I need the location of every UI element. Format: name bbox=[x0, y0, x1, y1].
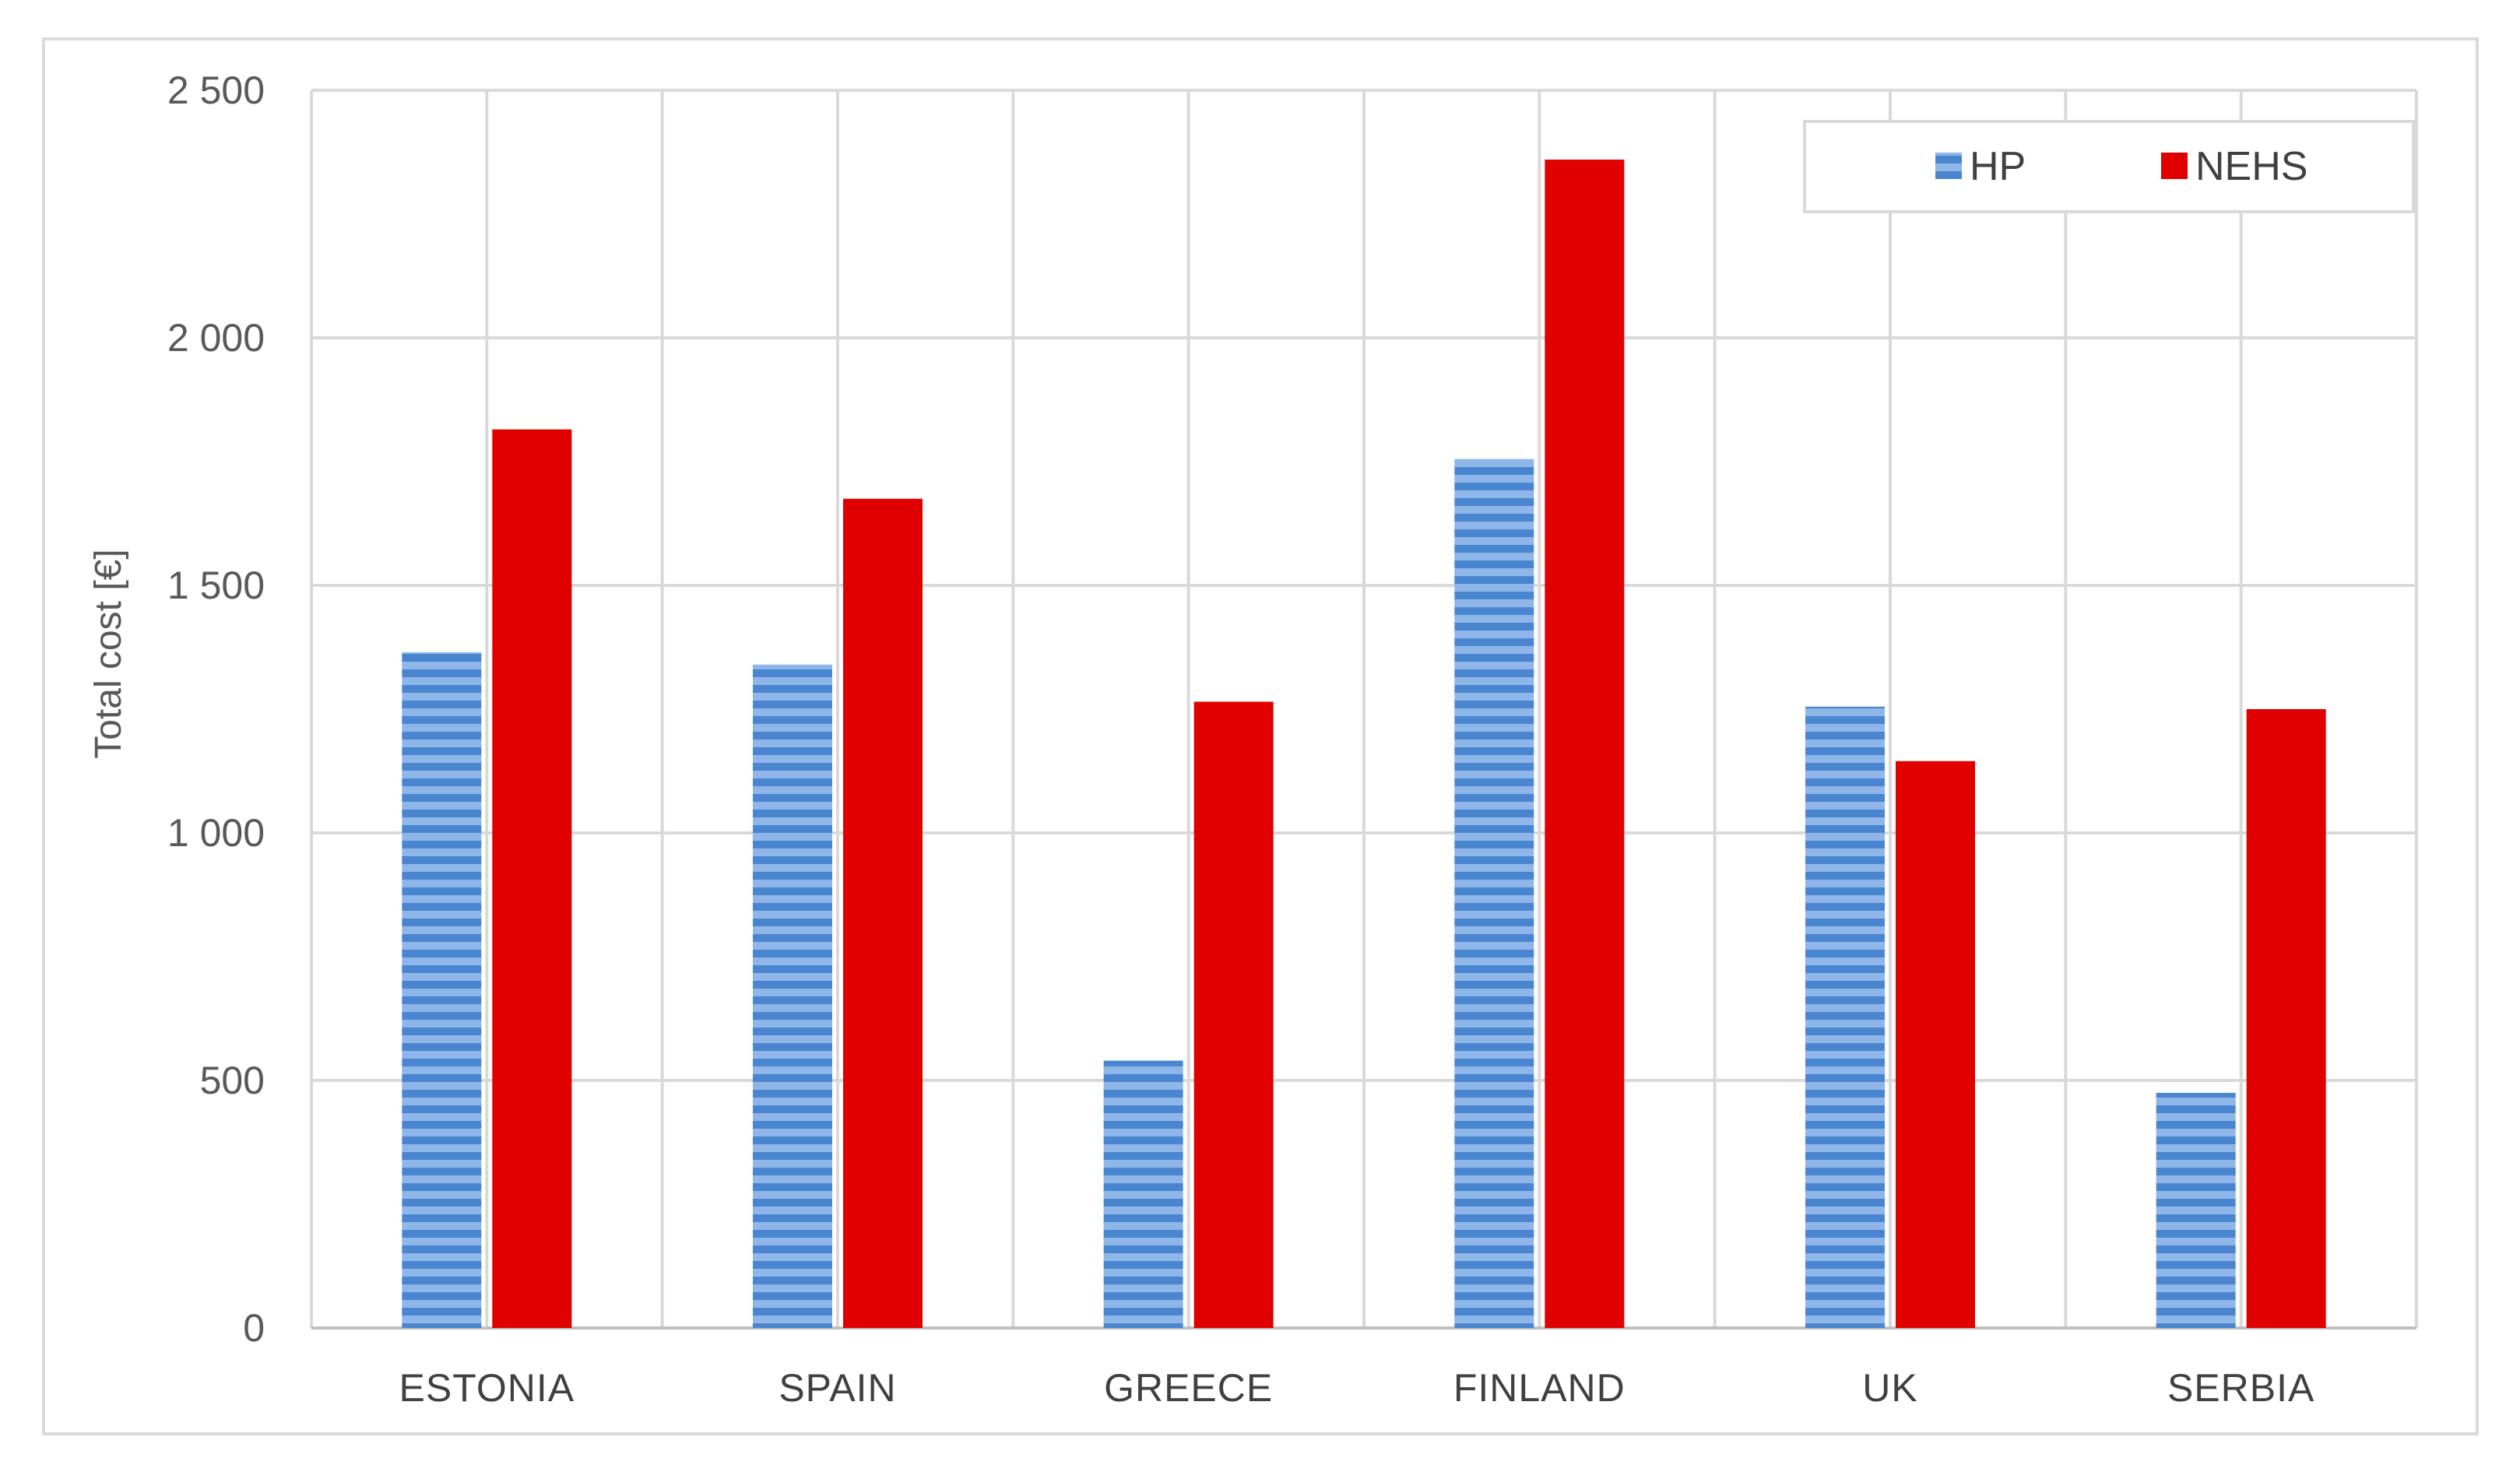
legend-swatch-hp bbox=[1935, 153, 1962, 179]
bar-hp-greece bbox=[1103, 1060, 1183, 1328]
x-tick-label: UK bbox=[1862, 1366, 1917, 1410]
legend-label-nehs: NEHS bbox=[2195, 144, 2307, 189]
y-tick-label: 500 bbox=[200, 1059, 265, 1102]
x-tick-label: SERBIA bbox=[2167, 1366, 2314, 1410]
y-tick-label: 2 500 bbox=[167, 69, 265, 112]
bar-nehs-uk bbox=[1896, 761, 1975, 1328]
tick-labels: 0 500 1 000 1 500 2 000 2 500 ESTONIA SPAIN GREE… bbox=[167, 69, 2314, 1410]
x-tick-label: ESTONIA bbox=[399, 1366, 575, 1410]
y-tick-label: 1 000 bbox=[167, 811, 265, 855]
legend: HP NEHS bbox=[1803, 120, 2415, 213]
bar-nehs-estonia bbox=[492, 429, 572, 1329]
legend-swatch-nehs bbox=[2161, 153, 2188, 179]
legend-box bbox=[1803, 120, 2415, 213]
y-tick-label: 2 000 bbox=[167, 316, 265, 360]
y-axis-title: Total cost [€] bbox=[88, 549, 129, 758]
bar-nehs-spain bbox=[843, 498, 923, 1329]
bar-hp-serbia bbox=[2156, 1092, 2236, 1328]
grid bbox=[310, 89, 2418, 1330]
bar-hp-finland bbox=[1454, 458, 1534, 1328]
x-tick-label: GREECE bbox=[1104, 1366, 1273, 1410]
legend-label-hp: HP bbox=[1970, 144, 2026, 189]
y-tick-label: 1 500 bbox=[167, 564, 265, 607]
bar-hp-spain bbox=[753, 664, 832, 1328]
bar-hp-uk bbox=[1805, 706, 1885, 1328]
x-tick-label: SPAIN bbox=[778, 1366, 896, 1410]
bar-nehs-greece bbox=[1193, 701, 1274, 1328]
y-tick-label: 0 bbox=[243, 1306, 265, 1350]
x-tick-label: FINLAND bbox=[1453, 1366, 1626, 1410]
bar-nehs-serbia bbox=[2246, 709, 2326, 1328]
bar-hp-estonia bbox=[402, 652, 482, 1328]
bar-nehs-finland bbox=[1545, 160, 1625, 1328]
bars bbox=[402, 160, 2326, 1329]
